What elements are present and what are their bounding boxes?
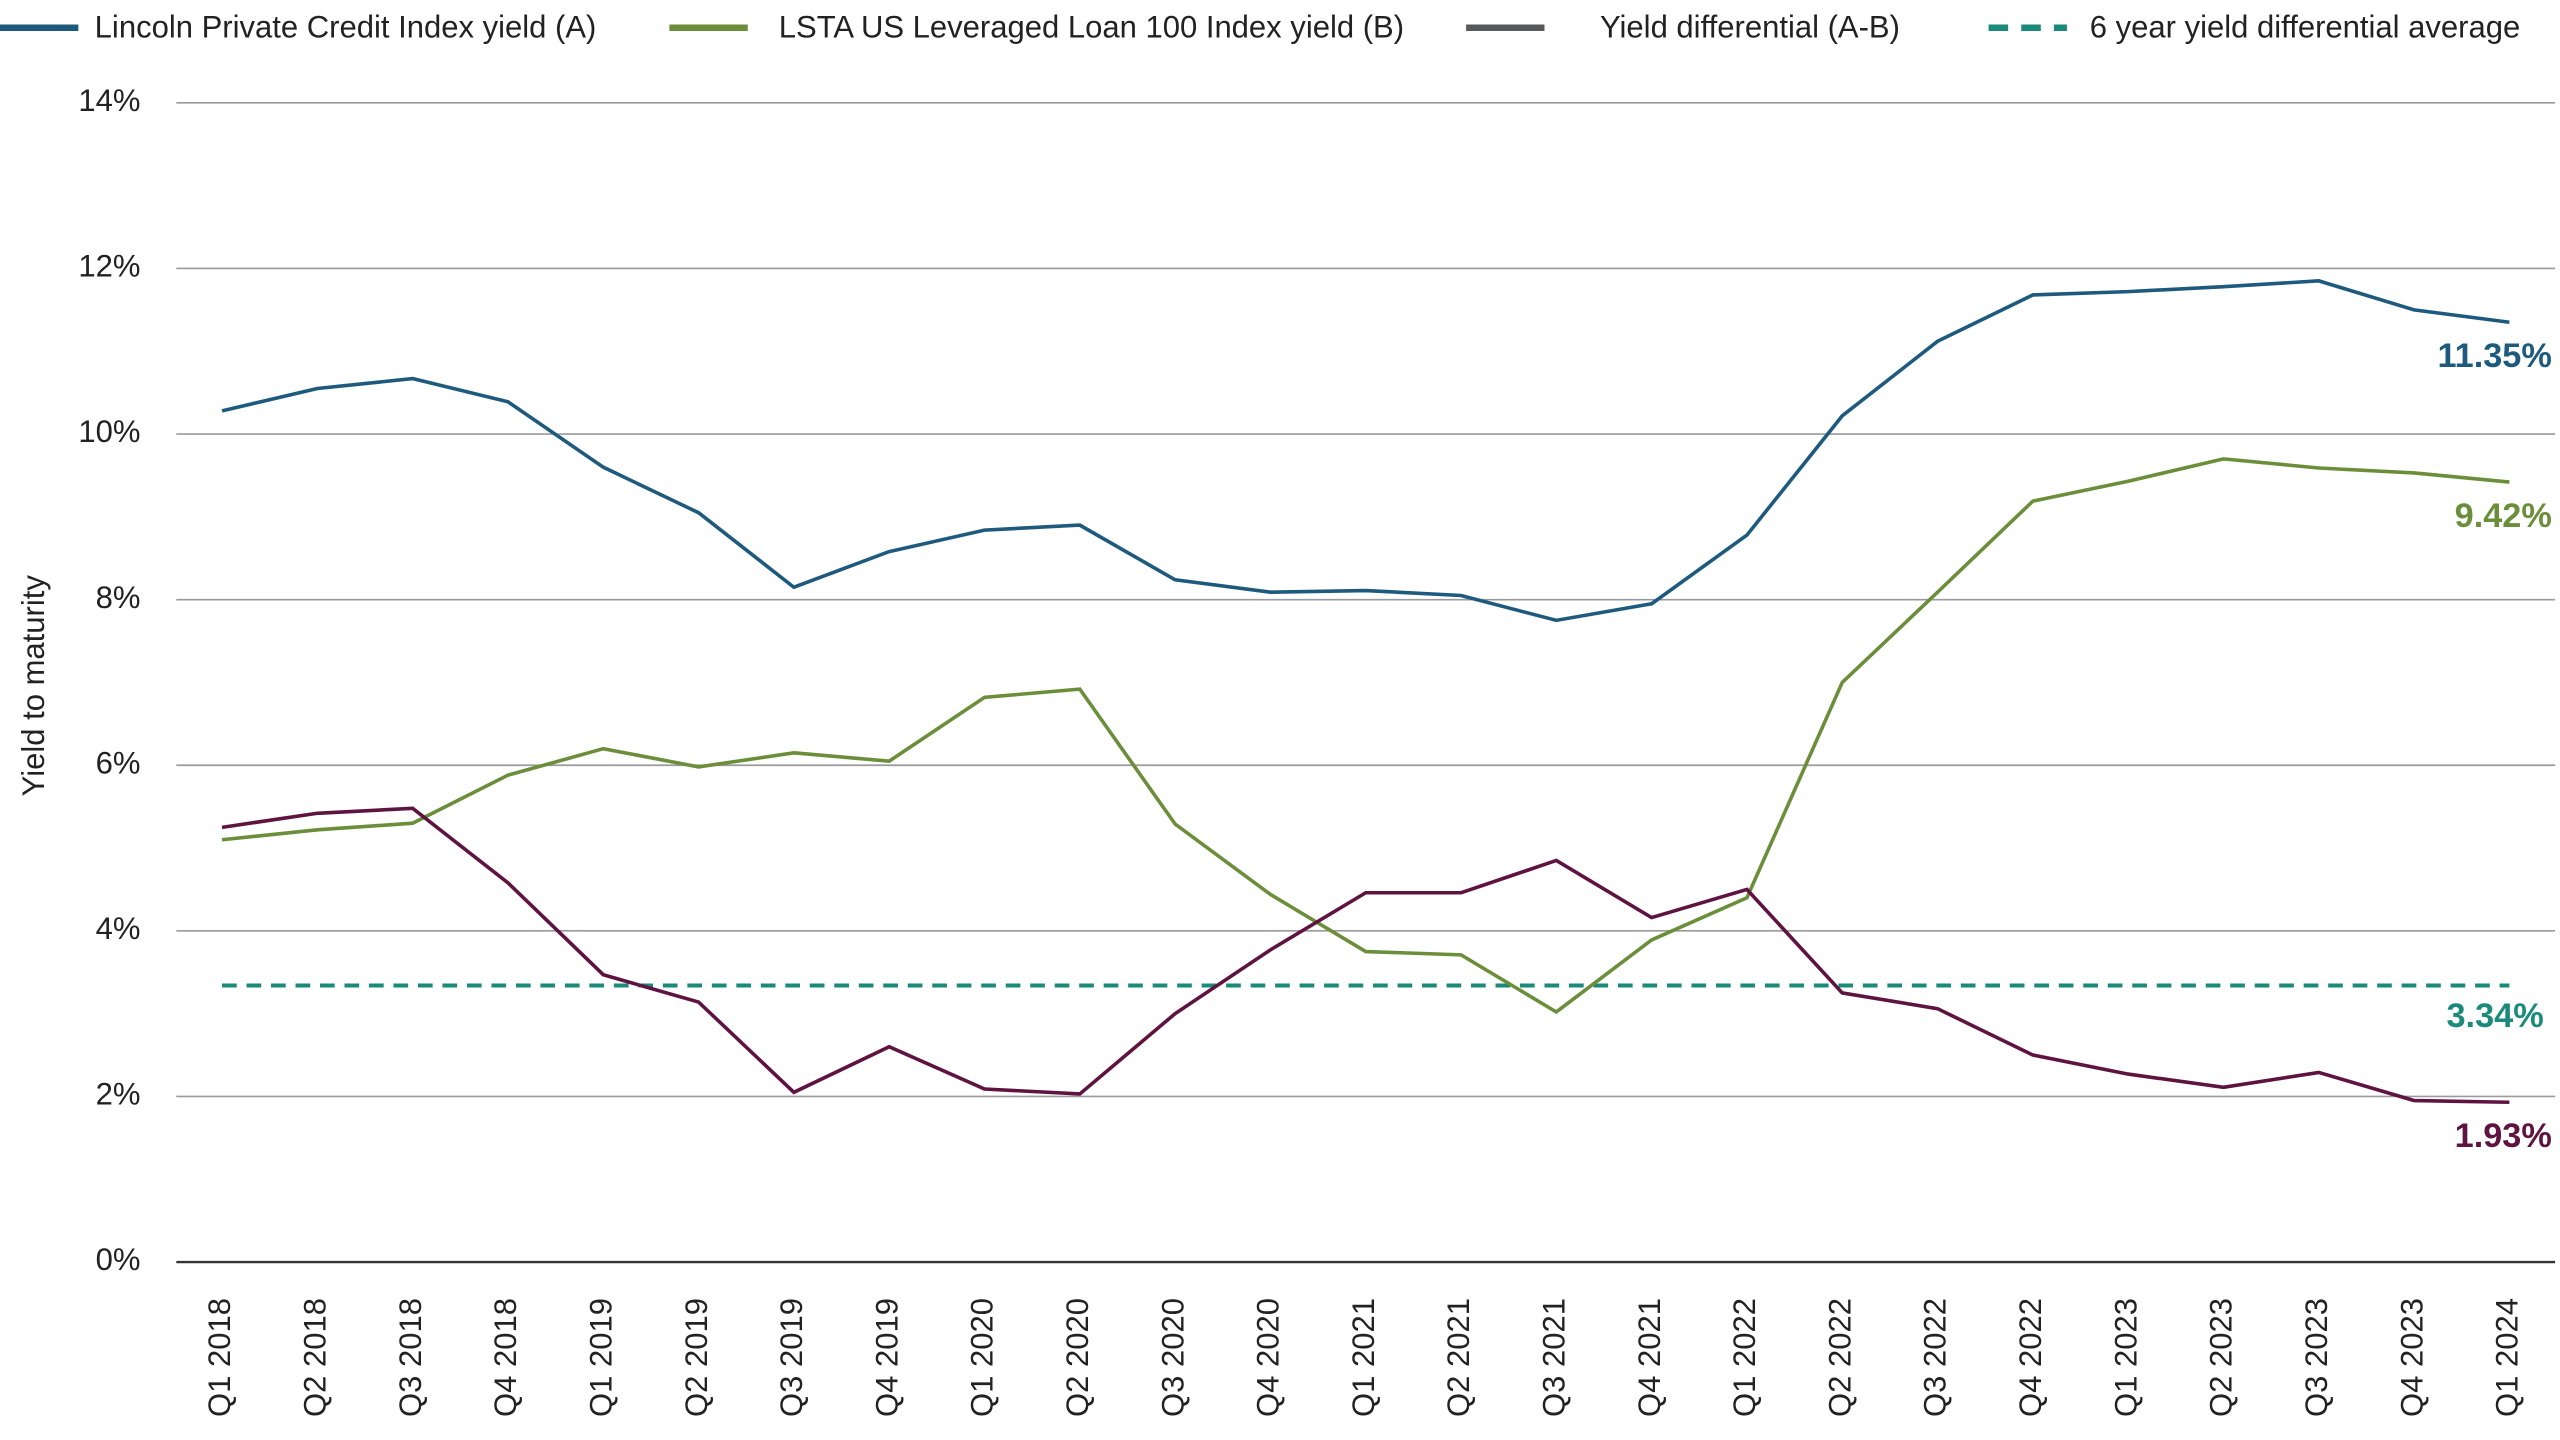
y-tick-label: 14%	[78, 83, 140, 118]
end-label: 11.35%	[2438, 337, 2552, 375]
x-tick-label: Q2 2021	[1441, 1298, 1476, 1417]
x-tick-label: Q1 2022	[1727, 1298, 1762, 1417]
y-tick-label: 10%	[78, 414, 140, 449]
end-label: 9.42%	[2455, 497, 2552, 535]
x-tick-label: Q1 2021	[1346, 1298, 1381, 1417]
x-tick-label: Q3 2021	[1537, 1298, 1572, 1417]
legend-label: Lincoln Private Credit Index yield (A)	[95, 10, 597, 45]
x-tick-label: Q1 2024	[2490, 1298, 2525, 1417]
y-tick-label: 6%	[96, 745, 141, 780]
x-tick-label: Q3 2022	[1918, 1298, 1953, 1417]
x-tick-label: Q4 2022	[2013, 1298, 2048, 1417]
y-axis-label: Yield to maturity	[16, 575, 51, 797]
legend-label: Yield differential (A-B)	[1600, 10, 1900, 45]
end-label: 1.93%	[2455, 1117, 2552, 1155]
y-tick-label: 12%	[78, 249, 140, 284]
x-tick-label: Q1 2020	[965, 1298, 1000, 1417]
series-line	[221, 457, 2510, 1015]
legend-label: 6 year yield differential average	[2090, 10, 2520, 45]
series-line	[221, 279, 2510, 623]
x-tick-label: Q2 2019	[679, 1298, 714, 1417]
x-tick-label: Q2 2022	[1822, 1298, 1857, 1417]
end-label: 3.34%	[2447, 997, 2544, 1035]
x-tick-label: Q3 2023	[2299, 1298, 2334, 1417]
y-tick-label: 8%	[96, 580, 141, 615]
x-tick-label: Q4 2018	[488, 1298, 523, 1417]
x-tick-label: Q4 2021	[1632, 1298, 1667, 1417]
x-tick-label: Q1 2018	[202, 1298, 237, 1417]
x-tick-label: Q3 2020	[1155, 1298, 1190, 1417]
y-tick-label: 4%	[96, 911, 141, 946]
y-tick-label: 2%	[96, 1077, 141, 1112]
x-tick-label: Q2 2023	[2204, 1298, 2239, 1417]
x-tick-label: Q3 2019	[774, 1298, 809, 1417]
y-tick-label: 0%	[96, 1242, 141, 1277]
x-tick-label: Q2 2020	[1060, 1298, 1095, 1417]
x-tick-label: Q3 2018	[393, 1298, 428, 1417]
x-tick-label: Q4 2023	[2394, 1298, 2429, 1417]
legend-label: LSTA US Leveraged Loan 100 Index yield (…	[779, 10, 1404, 45]
x-tick-label: Q2 2018	[298, 1298, 333, 1417]
series-line	[221, 806, 2510, 1105]
x-tick-label: Q1 2019	[583, 1298, 618, 1417]
x-tick-label: Q1 2023	[2108, 1298, 2143, 1417]
x-tick-label: Q4 2020	[1251, 1298, 1286, 1417]
x-tick-label: Q4 2019	[869, 1298, 904, 1417]
